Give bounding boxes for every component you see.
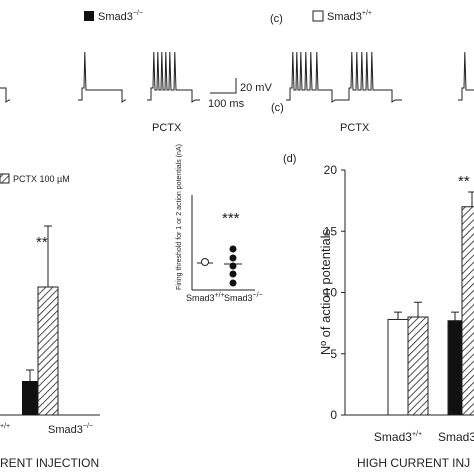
legend-text: PCTX 100 µM [13, 174, 70, 184]
y-tick-label: 5 [330, 347, 337, 361]
scale-label: 20 mV [240, 82, 272, 94]
x-label: +/+ [0, 423, 10, 430]
bar [461, 206, 474, 416]
voltage-trace [345, 51, 402, 103]
x-label: Smad3−/− [224, 292, 263, 303]
points [229, 245, 237, 287]
panel-label: (d) [283, 153, 296, 165]
x-label: Smad3−/− [48, 423, 93, 436]
error-bar [44, 225, 52, 287]
bar [407, 316, 429, 416]
legend-swatch [312, 10, 324, 22]
y-tick-label: 20 [324, 163, 338, 177]
bar [387, 318, 409, 416]
legend-swatch [0, 173, 10, 184]
x-tick-label: Smad3 [438, 430, 474, 444]
panel-label: (c) [270, 13, 283, 25]
panel-label: (c) [271, 102, 284, 114]
scale-bar [210, 78, 237, 94]
error-bar [26, 369, 34, 381]
x-tick-label-sup: +/+ [412, 431, 422, 438]
condition-label: PCTX [340, 122, 370, 134]
error-bar [468, 191, 474, 207]
point [201, 258, 209, 266]
error-bar [451, 311, 459, 321]
bar [37, 286, 59, 416]
voltage-trace [458, 51, 474, 101]
x-label: Smad3+/+ [186, 292, 225, 303]
voltage-trace [147, 51, 200, 103]
x-axis-title: RENT INJECTION [0, 456, 99, 470]
condition-label: PCTX [152, 122, 182, 134]
voltage-trace [286, 51, 345, 103]
y-axis-title: Nº of action potentials [318, 228, 333, 355]
error-bar [394, 311, 402, 320]
x-tick-label: Smad3+/+ [374, 430, 422, 444]
x-axis-title: HIGH CURRENT INJ [357, 456, 470, 470]
y-tick-label: 10 [324, 286, 338, 300]
significance: ** [36, 234, 48, 251]
y-tick-label: 15 [324, 224, 338, 238]
legend-text: Smad3+/+ [327, 10, 372, 23]
bar [22, 381, 38, 415]
voltage-trace [0, 87, 10, 103]
y-tick-label: 0 [330, 408, 337, 422]
y-axis-title: Firing threshold for 1 or 2 action poten… [176, 144, 183, 290]
x-tick-label-base: Smad3 [438, 430, 474, 444]
traces [0, 51, 474, 103]
error-bar [414, 301, 422, 317]
scale-label: 100 ms [208, 98, 245, 110]
x-tick-label-base: Smad3 [374, 430, 412, 444]
legend-text: Smad3−/− [98, 10, 143, 23]
significance: *** [222, 210, 240, 227]
legend-swatch [84, 11, 94, 21]
voltage-trace [78, 51, 126, 103]
bar [447, 320, 463, 416]
significance: ** [458, 173, 470, 190]
